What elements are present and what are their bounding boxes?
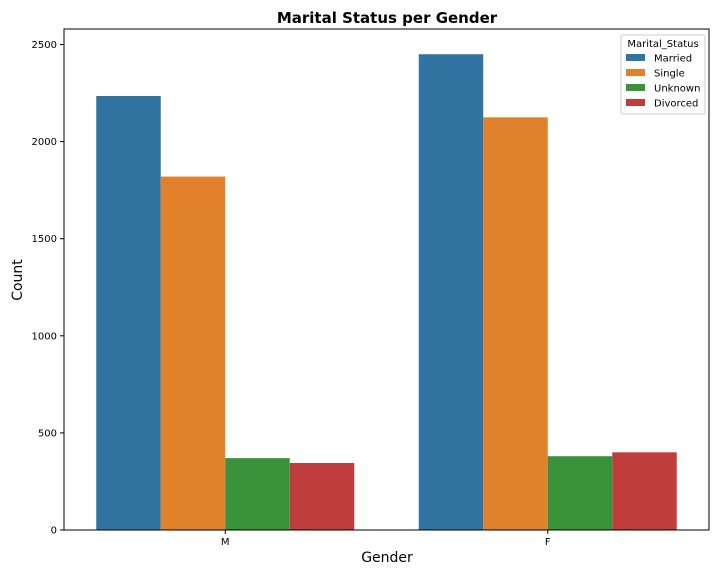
- bar-married-m: [96, 95, 161, 531]
- legend-swatch-single: [626, 69, 645, 76]
- y-tick-label: 1500: [32, 234, 57, 245]
- legend-label-divorced: Divorced: [654, 99, 698, 110]
- legend-swatch-married: [626, 54, 645, 61]
- plot-frame: [63, 28, 710, 531]
- y-tick-label: 2500: [32, 40, 57, 51]
- bar-unknown-m: [225, 458, 290, 530]
- bar-unknown-f: [547, 456, 613, 530]
- x-tick-label: M: [221, 537, 230, 548]
- legend-swatch-unknown: [626, 84, 645, 91]
- legend-label-single: Single: [654, 69, 685, 80]
- y-tick-label: 0: [51, 526, 57, 537]
- bars-layer: [96, 54, 677, 531]
- y-axis-ticks: 0 500 1000 1500 2000 2500: [32, 40, 64, 537]
- legend: Marital_Status Married Single Unknown Divor…: [620, 34, 706, 115]
- x-tick-label: F: [545, 537, 551, 548]
- legend-label-unknown: Unknown: [654, 84, 700, 95]
- y-tick-label: 500: [38, 428, 57, 439]
- y-tick-label: 1000: [32, 331, 57, 342]
- bar-single-f: [483, 117, 548, 530]
- chart-title: Marital Status per Gender: [277, 9, 498, 27]
- bar-divorced-f: [612, 452, 677, 530]
- bar-divorced-m: [289, 463, 355, 530]
- bar-married-f: [418, 54, 484, 531]
- y-tick-label: 2000: [32, 137, 57, 148]
- legend-items: Married Single Unknown Divorced: [626, 54, 700, 110]
- legend-swatch-divorced: [626, 99, 645, 106]
- bar-single-m: [160, 176, 226, 530]
- x-axis-label: Gender: [361, 550, 413, 566]
- y-axis-label: Count: [10, 259, 26, 301]
- legend-title: Marital_Status: [627, 39, 698, 50]
- legend-label-married: Married: [654, 54, 692, 65]
